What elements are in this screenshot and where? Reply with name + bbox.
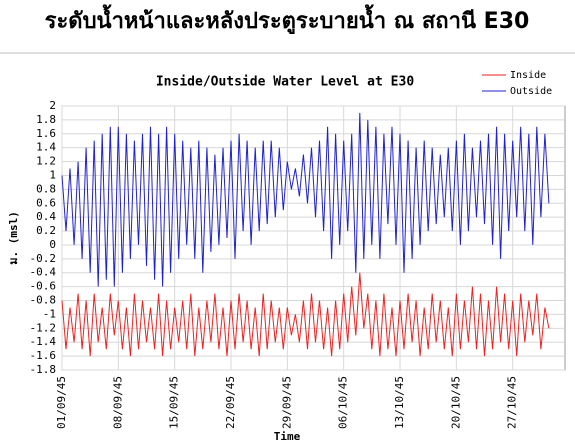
y-tick-label: -1.4 (30, 335, 57, 348)
legend-label: Outside (510, 86, 552, 97)
y-tick-label: 1.6 (36, 127, 56, 140)
y-tick-label: 1.8 (36, 113, 56, 126)
y-tick-label: -0.4 (30, 266, 57, 279)
y-tick-label: 0 (49, 238, 56, 251)
data-line (61, 272, 550, 357)
data-line (61, 112, 550, 287)
x-tick-label: 22/09/45 (224, 376, 237, 429)
y-tick-label: 0.6 (36, 196, 56, 209)
y-tick-label: -1 (43, 307, 56, 320)
y-tick-label: 1 (49, 168, 56, 181)
x-tick-label: 13/10/45 (393, 376, 406, 429)
y-tick-label: 0.2 (36, 224, 56, 237)
y-axis-label: ม. (msl) (7, 211, 20, 265)
x-tick-label: 29/09/45 (280, 376, 293, 429)
y-tick-label: 1.4 (36, 141, 56, 154)
y-tick-label: 0.8 (36, 182, 56, 195)
x-tick-label: 01/09/45 (55, 376, 68, 429)
x-tick-label: 08/09/45 (111, 376, 124, 429)
y-tick-label: -1.6 (30, 349, 57, 362)
x-tick-label: 15/09/45 (168, 376, 181, 429)
x-axis-label: Time (274, 430, 301, 443)
x-tick-label: 06/10/45 (337, 376, 350, 429)
x-tick-label: 27/10/45 (506, 376, 519, 429)
y-tick-label: -0.8 (30, 294, 57, 307)
chart-title: Inside/Outside Water Level at E30 (156, 75, 414, 90)
y-tick-label: 2 (49, 99, 56, 112)
y-tick-label: -0.6 (30, 280, 57, 293)
y-tick-label: -0.2 (30, 252, 57, 265)
legend-label: Inside (510, 70, 546, 81)
page-heading: ระดับน้ำหน้าและหลังประตูระบายน้ำ ณ สถานี… (45, 4, 530, 35)
x-tick-label: 20/10/45 (449, 376, 462, 429)
y-tick-label: -1.8 (30, 363, 57, 376)
y-tick-label: 1.2 (36, 155, 56, 168)
y-tick-label: -1.2 (30, 321, 57, 334)
y-tick-label: 0.4 (36, 210, 56, 223)
